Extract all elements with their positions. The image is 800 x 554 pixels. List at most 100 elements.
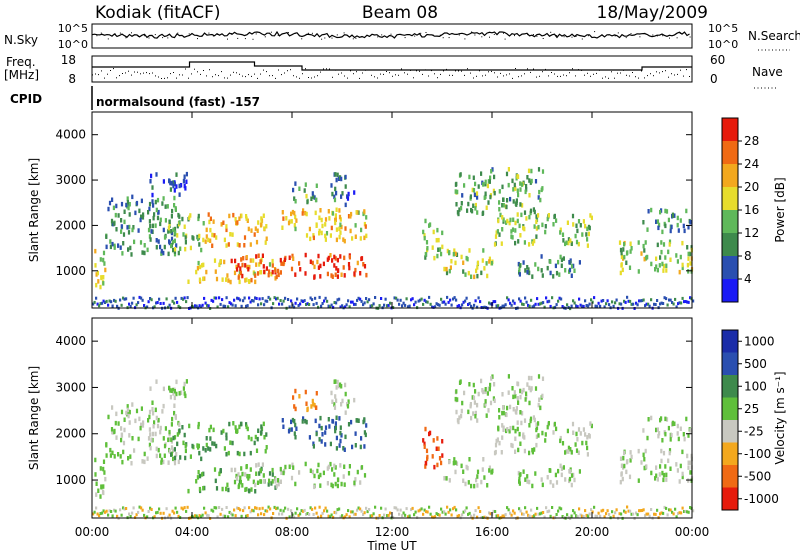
x-tick-label: 08:00 — [275, 525, 310, 539]
power-cell — [242, 256, 245, 261]
power-cell — [647, 302, 650, 306]
power-cell — [330, 183, 333, 188]
velocity-cell — [202, 471, 205, 477]
velocity-colorbar-tick-label: -100 — [744, 447, 771, 461]
power-cell — [488, 179, 491, 184]
nave-dot — [476, 75, 477, 77]
velocity-cell — [140, 406, 143, 411]
velocity-cell — [272, 512, 275, 515]
velocity-cell — [102, 466, 105, 472]
velocity-cell — [183, 381, 186, 387]
power-cell — [573, 301, 576, 305]
velocity-cell — [494, 442, 498, 448]
velocity-cell — [173, 389, 176, 394]
power-cell — [638, 299, 641, 303]
velocity-cell — [333, 510, 336, 514]
velocity-cell — [551, 506, 554, 509]
nave-dot — [203, 70, 204, 71]
nave-dot — [503, 75, 504, 77]
power-cell — [112, 205, 115, 211]
velocity-cell — [274, 477, 277, 482]
velocity-cell — [623, 509, 626, 513]
power-cell — [380, 297, 383, 300]
velocity-cell — [641, 509, 644, 512]
velocity-cell — [234, 467, 237, 473]
power-cell — [520, 212, 523, 218]
power-cell — [167, 251, 170, 257]
power-cell — [645, 255, 648, 260]
velocity-cell — [410, 508, 413, 512]
velocity-cell — [485, 413, 488, 418]
velocity-cell — [138, 416, 141, 422]
power-cell — [99, 284, 102, 290]
power-cell — [102, 257, 105, 263]
nave-dot — [251, 75, 252, 77]
power-cell — [205, 269, 208, 275]
velocity-cell — [488, 465, 491, 470]
power-cell — [628, 265, 632, 270]
velocity-cell — [467, 480, 470, 485]
power-cell — [669, 228, 672, 234]
power-cell — [519, 181, 522, 186]
power-cell — [96, 302, 99, 306]
power-cell — [486, 183, 489, 189]
velocity-cell — [590, 423, 593, 429]
power-colorbar-tick-label: 28 — [744, 134, 759, 148]
power-cell — [576, 305, 579, 309]
velocity-cell — [675, 515, 678, 519]
velocity-cell — [331, 467, 334, 472]
velocity-cell — [424, 426, 427, 432]
power-cell — [213, 258, 217, 263]
power-cell — [102, 275, 105, 280]
power-cell — [298, 186, 301, 191]
power-cell — [239, 266, 242, 271]
nave-dot — [374, 76, 375, 78]
power-cell — [333, 254, 336, 260]
power-cell — [566, 220, 569, 225]
velocity-cell — [645, 512, 648, 516]
velocity-cell — [305, 419, 308, 425]
power-cell — [482, 210, 485, 216]
velocity-colorbar-swatch — [722, 330, 738, 353]
power-cell — [255, 239, 259, 245]
power-cell — [281, 302, 284, 306]
velocity-cell — [676, 431, 679, 436]
power-cell — [288, 305, 291, 309]
velocity-cell — [593, 505, 596, 509]
power-cell — [173, 226, 177, 232]
velocity-cell — [407, 515, 410, 519]
velocity-cell — [148, 442, 151, 448]
power-cell — [111, 304, 114, 308]
noise-dot — [183, 36, 185, 38]
nave-dot — [569, 72, 570, 74]
power-cell — [317, 253, 320, 259]
velocity-cell — [261, 506, 264, 510]
power-colorbar-swatch — [722, 233, 738, 256]
noise-dot — [144, 35, 146, 37]
velocity-cell — [517, 400, 520, 405]
nave-label: Nave — [752, 65, 783, 79]
power-cell — [459, 172, 462, 177]
power-cell — [354, 302, 357, 306]
velocity-cell — [319, 415, 322, 421]
power-cell — [423, 233, 426, 238]
velocity-cell — [395, 506, 398, 510]
velocity-cell — [147, 436, 151, 441]
power-cell — [517, 174, 520, 179]
power-cell — [170, 243, 173, 249]
noise-dot — [294, 32, 296, 34]
nave-dot — [191, 73, 192, 75]
velocity-cell — [506, 427, 509, 432]
velocity-cell — [312, 513, 315, 516]
power-cell — [640, 251, 643, 256]
power-cell — [645, 302, 648, 306]
velocity-cell — [541, 430, 544, 436]
velocity-cell — [357, 418, 360, 423]
power-cell — [148, 201, 152, 207]
power-cell — [201, 263, 204, 268]
noise-dot — [400, 33, 402, 35]
velocity-cell — [262, 473, 265, 478]
velocity-panel-frame — [91, 317, 693, 519]
power-cell — [524, 296, 527, 300]
power-cell — [357, 210, 360, 215]
